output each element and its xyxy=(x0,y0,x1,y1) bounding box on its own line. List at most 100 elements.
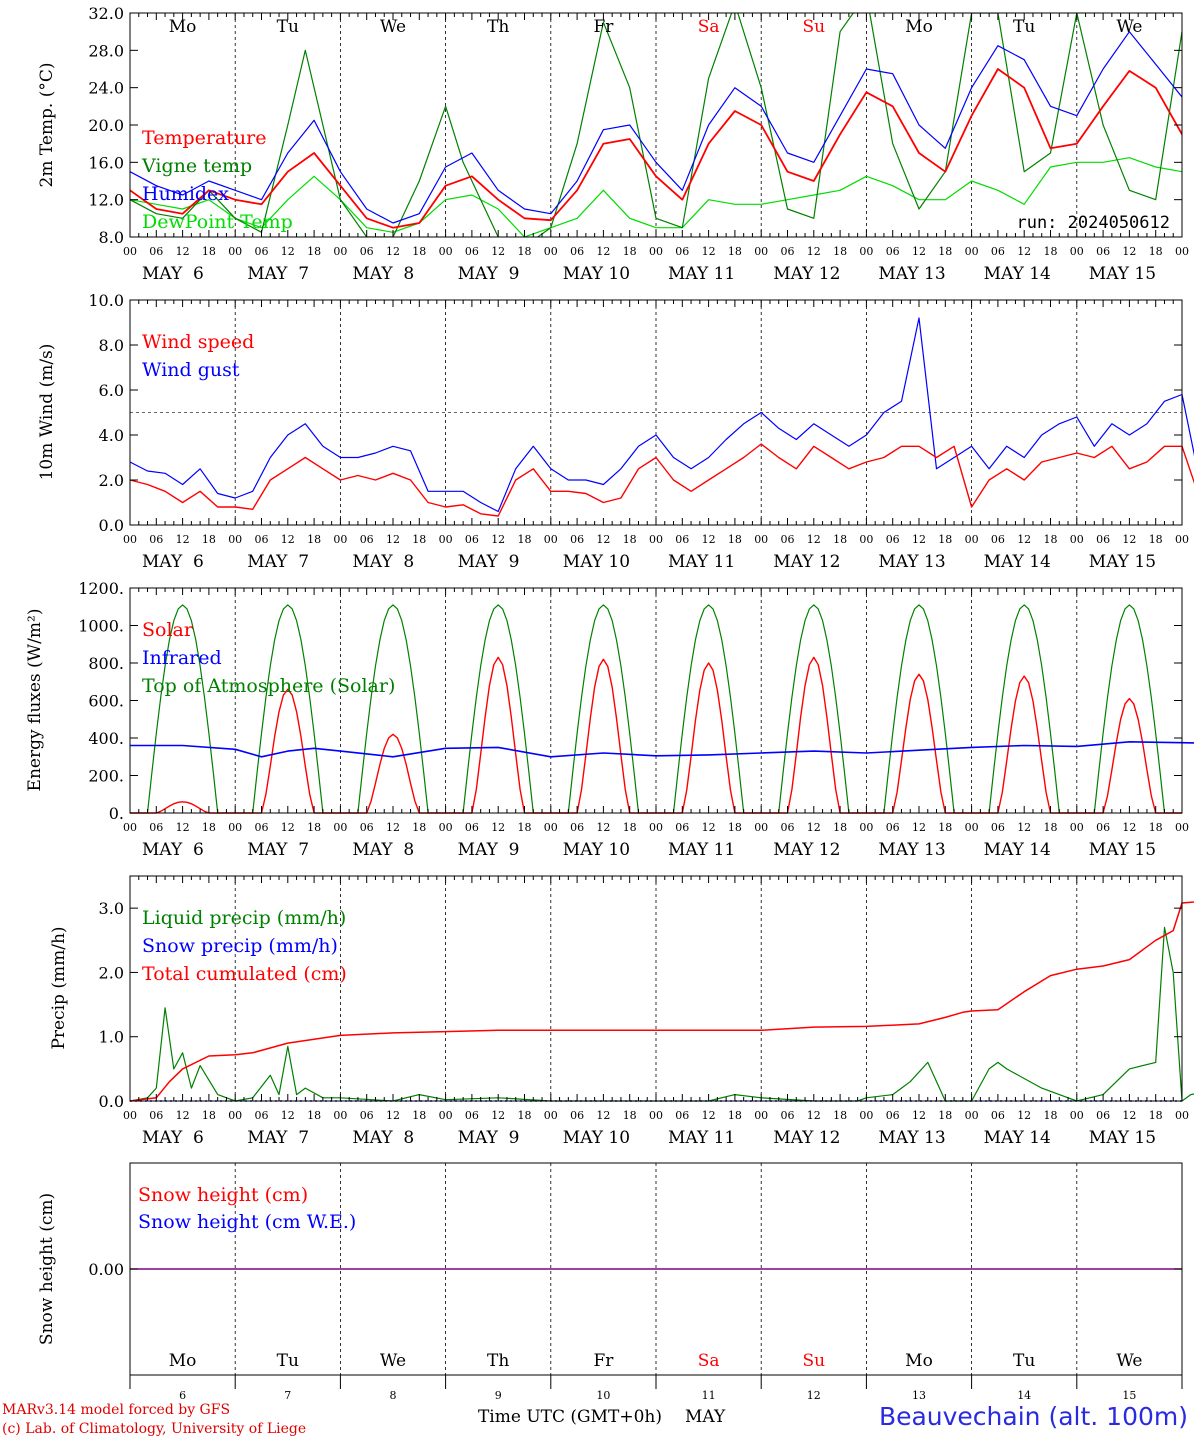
panel-precip: 0.01.02.03.0 00 06 12 18 00 06 12 18 00 06 12 18 00 0… xyxy=(49,875,1194,1148)
x-hour-label: 18 xyxy=(412,1109,426,1122)
day-name-label: Mo xyxy=(905,1351,933,1371)
x-hour-label: 06 xyxy=(255,821,269,834)
x-date-label: MAY 8 xyxy=(352,552,414,572)
x-hour-label: 00 xyxy=(228,1109,242,1122)
y-tick-label: 20.0 xyxy=(88,116,124,135)
day-name-label: Fr xyxy=(593,17,614,37)
x-hour-label: 00 xyxy=(965,245,979,258)
x-date-label: MAY 7 xyxy=(247,552,309,572)
x-date-label: MAY 15 xyxy=(1089,264,1156,284)
x-hour-label: 12 xyxy=(912,1109,926,1122)
x-hour-label: 18 xyxy=(938,821,952,834)
x-date-label: MAY 8 xyxy=(352,264,414,284)
x-hour-label: 18 xyxy=(1149,245,1163,258)
x-hour-label: 00 xyxy=(859,533,873,546)
x-hour-label: 00 xyxy=(544,821,558,834)
panel-snow: 0.00 6 7 8 9 10 11 12 13 14 15 Mo Tu We Th Fr Sa Su Mo Tu… xyxy=(37,1162,1183,1402)
energy-y-ticks: 0. 200. 400. 600. 800. 1000. 1200. xyxy=(78,579,1182,823)
x-hour-label: 00 xyxy=(544,245,558,258)
y-tick-label: 10.0 xyxy=(88,291,124,310)
day-name-label: Th xyxy=(487,17,509,37)
snow-y-axis-label: Snow height (cm) xyxy=(37,1193,57,1345)
temperature-y-axis-label: 2m Temp. (°C) xyxy=(37,62,57,187)
x-hour-label: 18 xyxy=(307,821,321,834)
day-name-label: Su xyxy=(802,1351,825,1371)
footer-model-credit: MARv3.14 model forced by GFS xyxy=(2,1402,230,1418)
x-hour-label: 18 xyxy=(623,533,637,546)
y-tick-label: 16.0 xyxy=(88,153,124,172)
y-tick-label: 4.0 xyxy=(99,426,124,445)
x-date-label: MAY 14 xyxy=(984,840,1051,860)
legend-temperature: Temperature xyxy=(142,127,266,149)
x-hour-label: 06 xyxy=(991,533,1005,546)
x-hour-label: 18 xyxy=(1044,1109,1058,1122)
x-hour-label: 18 xyxy=(412,533,426,546)
x-day-number: 13 xyxy=(912,1389,926,1402)
x-hour-label: 18 xyxy=(518,533,532,546)
x-day-number: 10 xyxy=(596,1389,610,1402)
x-hour-label: 12 xyxy=(1122,821,1136,834)
x-hour-label: 06 xyxy=(255,245,269,258)
temperature-y-ticks: 8.0 12.0 16.0 20.0 24.0 28.0 32.0 xyxy=(88,4,1182,247)
legend-toa-solar: Top of Atmosphere (Solar) xyxy=(142,675,395,697)
x-date-label: MAY 6 xyxy=(142,552,204,572)
y-tick-label: 400. xyxy=(88,729,124,748)
x-hour-label: 00 xyxy=(228,821,242,834)
x-hour-label: 12 xyxy=(176,821,190,834)
x-hour-label: 06 xyxy=(886,245,900,258)
temperature-grid xyxy=(234,13,1078,237)
legend-infrared: Infrared xyxy=(142,647,222,669)
x-hour-label: 06 xyxy=(570,533,584,546)
x-hour-label: 18 xyxy=(412,245,426,258)
x-hour-label: 12 xyxy=(281,1109,295,1122)
x-hour-label: 12 xyxy=(807,533,821,546)
x-hour-label: 18 xyxy=(202,1109,216,1122)
x-date-label: MAY 8 xyxy=(352,1128,414,1148)
x-hour-label: 18 xyxy=(623,245,637,258)
x-date-label: MAY 12 xyxy=(773,552,840,572)
x-hour-label: 18 xyxy=(518,245,532,258)
humidex-line xyxy=(130,31,1182,224)
x-day-number: 6 xyxy=(179,1389,186,1402)
legend-snow-precip: Snow precip (mm/h) xyxy=(142,935,338,957)
x-hour-label: 00 xyxy=(439,533,453,546)
y-tick-label: 2.0 xyxy=(99,963,124,982)
x-hour-label: 12 xyxy=(176,245,190,258)
x-hour-label: 18 xyxy=(1044,821,1058,834)
x-hour-label: 18 xyxy=(1149,1109,1163,1122)
x-hour-label: 12 xyxy=(702,245,716,258)
x-date-label: MAY 6 xyxy=(142,1128,204,1148)
x-hour-label: 00 xyxy=(859,1109,873,1122)
x-hour-label: 18 xyxy=(518,821,532,834)
legend-wind-gust: Wind gust xyxy=(142,359,240,381)
x-hour-label: 18 xyxy=(623,821,637,834)
x-hour-label: 06 xyxy=(1096,533,1110,546)
temperature-x-ticks: 00 06 12 18 00 06 12 18 00 06 12 18 00 06 12 18 00 06 12 18… xyxy=(123,13,1189,284)
x-hour-label: 18 xyxy=(307,245,321,258)
x-hour-label: 00 xyxy=(754,821,768,834)
y-tick-label: 6.0 xyxy=(99,381,124,400)
y-tick-label: 32.0 xyxy=(88,4,124,23)
x-hour-label: 00 xyxy=(1175,821,1189,834)
x-hour-label: 06 xyxy=(991,1109,1005,1122)
x-hour-label: 00 xyxy=(754,533,768,546)
station-name: Beauvechain (alt. 100m) xyxy=(879,1402,1188,1431)
x-hour-label: 06 xyxy=(360,821,374,834)
x-hour-label: 06 xyxy=(991,245,1005,258)
snow-y-ticks: 0.00 xyxy=(88,1260,1182,1279)
x-date-label: MAY 9 xyxy=(458,552,520,572)
x-hour-label: 00 xyxy=(333,821,347,834)
x-hour-label: 00 xyxy=(1175,245,1189,258)
x-hour-label: 06 xyxy=(149,533,163,546)
x-hour-label: 12 xyxy=(491,245,505,258)
x-hour-label: 06 xyxy=(675,1109,689,1122)
x-hour-label: 18 xyxy=(833,533,847,546)
x-hour-label: 18 xyxy=(412,821,426,834)
x-hour-label: 12 xyxy=(386,1109,400,1122)
x-hour-label: 12 xyxy=(386,245,400,258)
x-hour-label: 06 xyxy=(781,533,795,546)
dewpoint-line xyxy=(130,157,1182,237)
day-name-label: Su xyxy=(802,17,825,37)
x-hour-label: 06 xyxy=(781,821,795,834)
